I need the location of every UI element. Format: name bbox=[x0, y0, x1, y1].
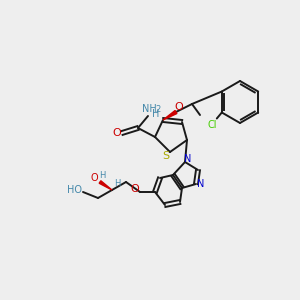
Polygon shape bbox=[163, 110, 177, 120]
Text: O: O bbox=[175, 102, 183, 112]
Text: 2: 2 bbox=[155, 104, 160, 113]
Text: N: N bbox=[197, 179, 205, 189]
Text: S: S bbox=[162, 151, 169, 161]
Text: O: O bbox=[90, 173, 98, 183]
Text: H: H bbox=[114, 178, 120, 188]
Text: O: O bbox=[112, 128, 122, 138]
Text: H: H bbox=[99, 170, 105, 179]
Text: NH: NH bbox=[142, 104, 156, 114]
Text: Cl: Cl bbox=[207, 119, 217, 130]
Text: O: O bbox=[130, 184, 140, 194]
Text: H: H bbox=[152, 109, 160, 119]
Text: HO: HO bbox=[68, 185, 82, 195]
Text: N: N bbox=[184, 154, 192, 164]
Polygon shape bbox=[99, 181, 112, 190]
